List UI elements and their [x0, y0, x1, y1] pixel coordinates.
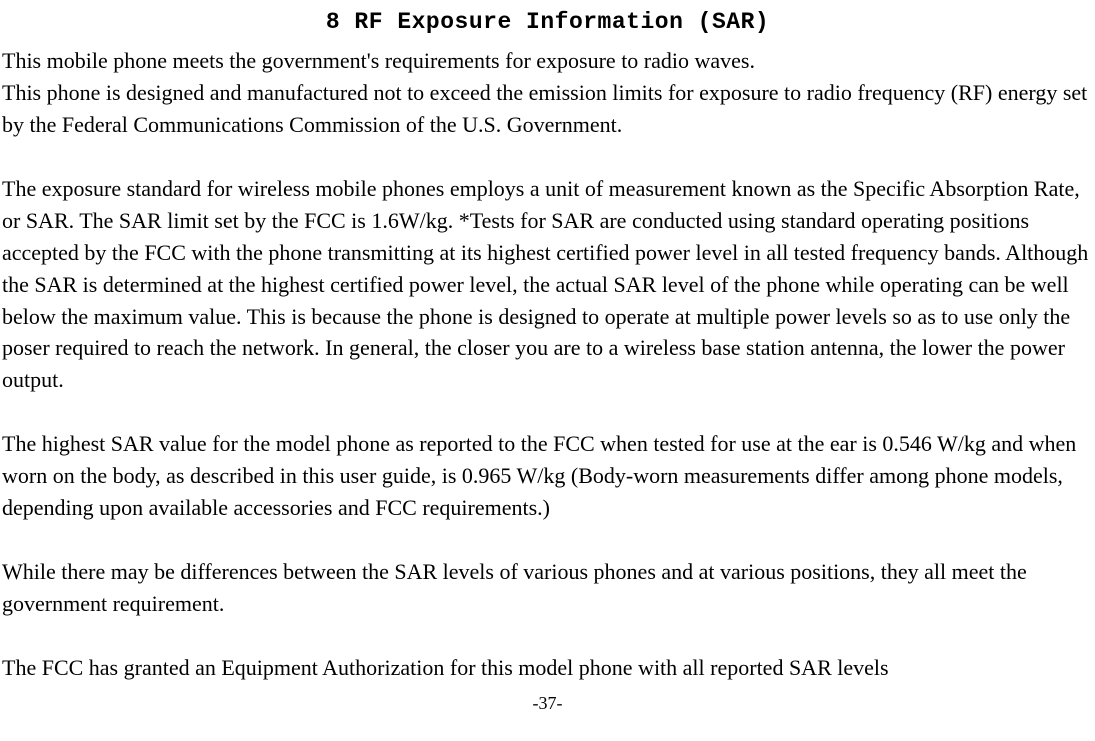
blank-line: [2, 524, 1093, 556]
page-number: -37-: [2, 690, 1093, 716]
paragraph-sar-values: The highest SAR value for the model phon…: [2, 428, 1093, 524]
paragraph-compliance: While there may be differences between t…: [2, 556, 1093, 620]
blank-line: [2, 141, 1093, 173]
blank-line: [2, 396, 1093, 428]
document-page: 8 RF Exposure Information (SAR) This mob…: [0, 6, 1095, 716]
paragraph-fcc-auth: The FCC has granted an Equipment Authori…: [2, 652, 1093, 684]
paragraph-intro-line1: This mobile phone meets the government's…: [2, 45, 1093, 77]
paragraph-sar-standard: The exposure standard for wireless mobil…: [2, 173, 1093, 396]
blank-line: [2, 620, 1093, 652]
section-heading: 8 RF Exposure Information (SAR): [2, 6, 1093, 39]
paragraph-intro-line2: This phone is designed and manufactured …: [2, 77, 1093, 141]
